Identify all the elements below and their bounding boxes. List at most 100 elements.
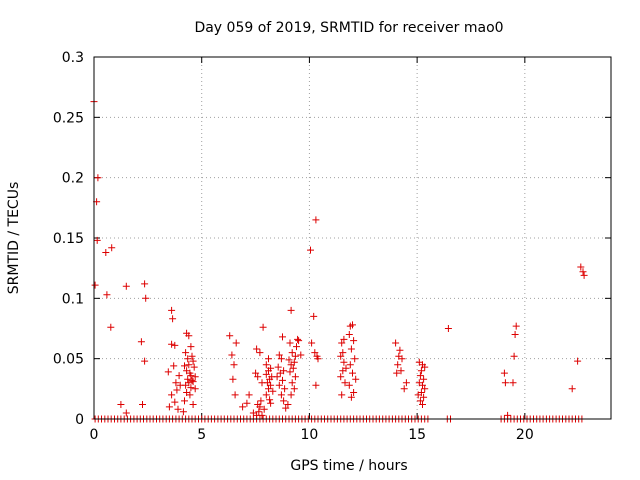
data-point [416,372,424,380]
data-point [396,346,404,354]
data-point [275,351,283,359]
data-point [416,397,424,405]
data-point [339,349,347,357]
data-point [243,399,251,407]
data-point [579,268,587,276]
data-point [392,339,400,347]
data-point [510,352,518,360]
data-point [280,397,288,405]
data-point [314,355,322,363]
grid [94,57,611,419]
x-tick-label: 0 [90,427,99,443]
y-tick-label: 0.05 [53,352,84,368]
data-point [260,405,268,413]
data-point [182,381,190,389]
data-point [182,349,190,357]
data-point [312,381,320,389]
data-point [338,391,346,399]
data-point [501,379,509,387]
data-point [269,387,277,395]
data-point [184,375,192,383]
data-point [350,389,358,396]
data-point [346,361,354,369]
data-point [337,373,345,381]
data-point [339,367,347,375]
data-point [168,391,176,399]
data-point [262,391,270,399]
data-points [90,98,588,423]
data-point [393,369,401,377]
data-point [252,369,260,377]
data-point [168,306,176,314]
x-tick-label: 20 [516,427,534,443]
data-point [122,409,130,417]
data-point [170,362,178,370]
data-point [174,405,182,413]
data-point [267,381,275,389]
data-point [312,216,320,224]
data-point [186,391,194,399]
data-point [185,332,193,340]
data-point [165,403,173,411]
data-point [279,376,286,384]
data-point [181,362,188,370]
data-point [420,393,428,401]
data-point [274,363,282,371]
data-point [291,373,299,381]
data-point [226,332,234,340]
data-point [277,391,285,399]
data-point [282,404,290,412]
data-point [189,357,197,365]
data-point [345,331,353,338]
data-point [169,315,177,323]
data-point [512,322,520,330]
data-point [286,339,294,347]
data-point [277,355,285,363]
data-point [400,385,408,393]
data-point [509,379,517,387]
data-point [421,363,429,371]
data-point [190,363,198,371]
data-point [402,379,410,387]
data-point [103,291,111,299]
data-point [230,361,238,369]
x-axis-label: GPS time / hours [290,458,407,474]
data-point [257,397,265,405]
data-point [291,352,299,360]
data-point [276,369,284,377]
data-point [287,391,295,399]
data-point [568,385,576,393]
data-point [184,355,192,363]
data-point [340,335,348,343]
data-point [168,340,176,348]
data-point [228,351,236,359]
data-point [398,355,406,363]
data-point [239,403,247,411]
data-point [102,249,110,256]
data-point [347,345,355,353]
data-point [352,375,360,383]
data-point [347,393,355,401]
data-point [287,306,295,314]
data-point [444,325,452,332]
data-point [279,333,286,341]
data-point [137,338,145,346]
data-point [394,361,402,369]
data-point [310,312,318,320]
data-point [254,373,262,381]
data-point [231,391,239,399]
data-point [141,280,149,288]
x-tick-label: 10 [301,427,319,443]
data-point [187,372,195,380]
data-point [307,246,314,254]
data-point [265,367,272,375]
x-tick-label: 15 [408,427,426,443]
data-point [397,367,405,375]
data-point [94,174,102,182]
y-tick-label: 0.25 [53,110,84,126]
data-point [290,385,298,393]
data-point [500,369,508,377]
data-point [191,385,199,393]
data-point [256,349,264,357]
